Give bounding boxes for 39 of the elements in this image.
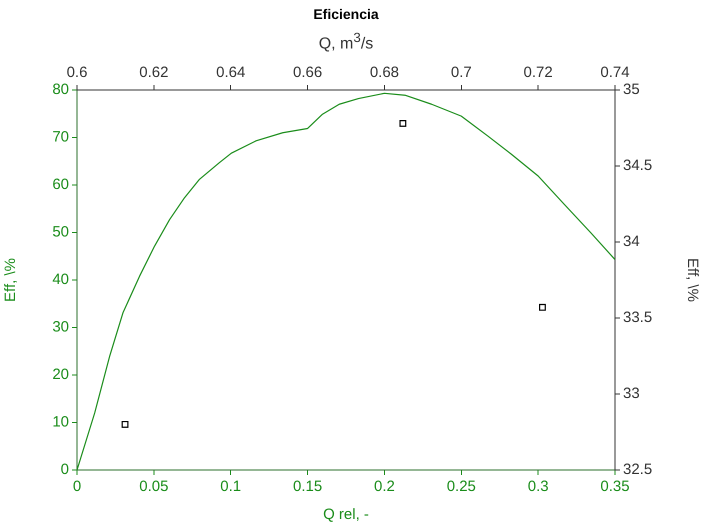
y-tick-label: 80: [52, 81, 69, 98]
x2-tick-label: 0.66: [292, 64, 322, 82]
y-tick-label: 0: [60, 461, 69, 478]
y-tick-label: 60: [52, 176, 69, 194]
y-tick-label: 70: [52, 128, 69, 146]
x-tick-label: 0.15: [292, 478, 322, 496]
x-tick-label: 0: [72, 478, 82, 496]
point: [399, 120, 406, 127]
y-axis-title: Eff, \%: [2, 258, 20, 302]
x-tick-label: 0.35: [600, 478, 630, 496]
y2-tick-label: 33.5: [623, 309, 652, 326]
y2-tick-label: 32.5: [623, 461, 652, 478]
y-tick-label: 40: [52, 271, 69, 288]
point: [122, 420, 128, 428]
x2-tick-label: 0.64: [216, 64, 246, 82]
y-tick-label: 30: [52, 318, 69, 336]
x-tick-label: 0.2: [374, 478, 395, 496]
y-tick-label: 50: [52, 224, 69, 241]
x-tick-label: 0.1: [220, 478, 242, 496]
y-tick-label: 20: [52, 366, 69, 384]
x-tick-label: 0.25: [446, 478, 476, 496]
x2-tick-label: 0.6: [66, 64, 88, 82]
x2-tick-label: 0.74: [600, 64, 630, 82]
x-tick-label: 0.05: [139, 478, 168, 496]
x2-tick-label: 0.68: [370, 64, 400, 82]
x2-tick-label: 0.62: [139, 64, 168, 82]
x-axis-title: Q rel, -: [323, 506, 369, 524]
y2-axis-title: Eff, \%: [684, 258, 701, 302]
y2-tick-label: 34.5: [623, 157, 652, 174]
x2-tick-label: 0.7: [450, 64, 472, 82]
y2-tick-label: 35: [623, 81, 640, 98]
chart-title: Eficiencia: [312, 6, 380, 22]
x-tick-label: 0.3: [528, 478, 549, 496]
y2-tick-label: 33: [623, 385, 640, 402]
y-tick-label: 10: [52, 414, 69, 431]
point: [539, 304, 546, 311]
y2-tick-label: 34: [623, 233, 640, 250]
x2-axis-title: Q, m$^{3}$/s: [318, 30, 374, 54]
x2-tick-label: 0.72: [524, 64, 553, 82]
